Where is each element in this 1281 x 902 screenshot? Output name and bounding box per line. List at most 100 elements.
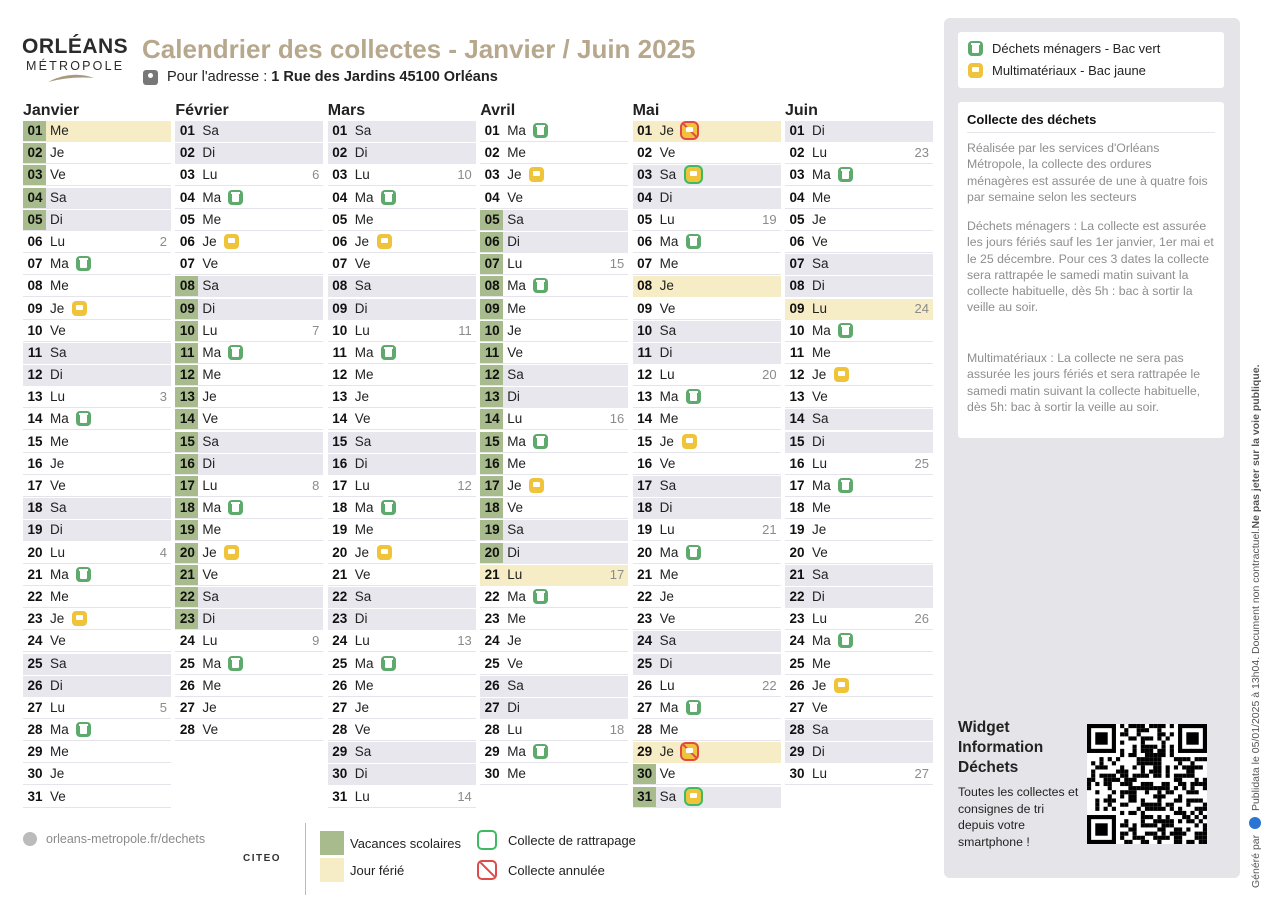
day-number: 12 xyxy=(637,367,653,383)
day-row: 16 Ve xyxy=(632,453,781,475)
day-name: Ma xyxy=(202,655,222,671)
yellow-bin-icon xyxy=(834,367,849,383)
generated-date: le 05/01/2025 à 13h04. xyxy=(1250,656,1262,765)
day-name: Di xyxy=(812,433,825,449)
day-name: Sa xyxy=(812,411,829,427)
day-row: 15 Ma xyxy=(480,431,629,453)
day-name: Di xyxy=(202,145,216,161)
yellow-bin-icon xyxy=(224,233,240,249)
day-row: 14 Ma xyxy=(23,409,171,431)
day-number: 25 xyxy=(484,655,500,671)
day-row: 13 Ma xyxy=(632,387,781,409)
day-row: 14 Ve xyxy=(327,409,476,431)
month-column: Janvier 01 Me 02 Je 03 Ve 04 Sa 05 Di 06 Lu 2 07 Ma 08 Me… xyxy=(23,100,171,809)
day-row: 15 Me xyxy=(23,431,171,453)
day-number: 01 xyxy=(789,123,805,138)
footer-website-link[interactable]: orleans-metropole.fr/dechets xyxy=(23,832,205,846)
day-name: Di xyxy=(812,744,825,760)
day-number: 04 xyxy=(637,189,653,205)
yellow-bin-icon xyxy=(376,544,392,560)
day-row: 06 Je xyxy=(327,231,476,253)
day-row: 18 Ve xyxy=(480,498,629,520)
day-name: Me xyxy=(507,145,526,161)
day-row: 03 Ma xyxy=(785,165,933,187)
day-row: 12 Je xyxy=(785,365,933,387)
day-row: 07 Ve xyxy=(175,254,324,276)
day-row: 23 Je xyxy=(23,609,171,631)
day-row: 29 Sa xyxy=(327,742,476,764)
day-number: 08 xyxy=(637,278,653,294)
day-number: 22 xyxy=(637,588,653,604)
address-value: 1 Rue des Jardins 45100 Orléans xyxy=(271,69,498,85)
day-name: Ma xyxy=(202,500,222,516)
day-number: 12 xyxy=(480,365,504,386)
info-title: Collecte des déchets xyxy=(967,112,1097,127)
green-bin-icon xyxy=(533,588,549,604)
green-bin-icon xyxy=(380,189,396,205)
month-column: Avril 01 Ma 02 Me 03 Je 04 Ve 05 Sa 06 Di 07 Lu 15 08 Ma 0… xyxy=(480,100,629,787)
day-row: 11 Me xyxy=(785,342,933,364)
day-name: Me xyxy=(812,500,831,516)
week-number: 11 xyxy=(458,322,472,338)
day-number: 15 xyxy=(175,431,199,452)
day-name: Me xyxy=(202,367,222,383)
day-row: 03 Sa xyxy=(632,165,781,187)
day-row: 23 Me xyxy=(480,609,629,631)
day-number: 29 xyxy=(332,744,348,760)
day-row: 28 Lu 18 xyxy=(480,720,629,742)
day-name: Je xyxy=(659,278,674,294)
day-row: 10 Lu 7 xyxy=(175,320,324,342)
day-name: Sa xyxy=(507,677,524,693)
day-name: Sa xyxy=(354,433,372,449)
day-number: 09 xyxy=(637,300,653,316)
green-bin-icon xyxy=(533,433,549,449)
day-name: Ve xyxy=(50,788,66,804)
day-number: 24 xyxy=(789,633,805,649)
day-name: Sa xyxy=(50,655,67,671)
green-bin-icon xyxy=(533,123,549,138)
yellow-bin-icon xyxy=(685,167,701,183)
day-number: 12 xyxy=(789,367,805,383)
week-number: 8 xyxy=(312,478,320,493)
day-number: 10 xyxy=(27,322,43,338)
day-name: Ma xyxy=(812,478,831,493)
day-name: Ve xyxy=(659,766,676,782)
day-number: 20 xyxy=(480,542,504,563)
qr-code-icon[interactable] xyxy=(1087,724,1207,844)
day-name: Lu xyxy=(507,722,523,738)
day-name: Di xyxy=(507,389,520,405)
day-name: Lu xyxy=(507,411,523,427)
day-number: 03 xyxy=(332,167,348,183)
day-row: 29 Di xyxy=(785,742,933,764)
day-number: 19 xyxy=(480,520,504,541)
green-bin-icon xyxy=(968,41,983,56)
day-number: 29 xyxy=(637,744,653,760)
day-row: 25 Me xyxy=(785,653,933,675)
day-number: 13 xyxy=(27,389,43,405)
day-name: Lu xyxy=(659,677,675,693)
day-name: Me xyxy=(659,566,679,582)
day-row: 26 Me xyxy=(327,675,476,697)
day-name: Je xyxy=(202,699,217,715)
day-name: Sa xyxy=(50,344,67,360)
day-row: 27 Je xyxy=(175,697,324,719)
day-row: 03 Lu 10 xyxy=(327,165,476,187)
page-title: Calendrier des collectes - Janvier / Jui… xyxy=(142,34,696,64)
day-row: 03 Je xyxy=(480,165,629,187)
day-row: 30 Je xyxy=(23,764,171,786)
day-number: 02 xyxy=(484,145,500,161)
day-row: 04 Ma xyxy=(327,187,476,209)
yellow-bin-icon xyxy=(72,300,87,316)
day-number: 16 xyxy=(175,453,199,474)
day-name: Di xyxy=(659,655,673,671)
day-row: 26 Lu 22 xyxy=(632,675,781,697)
day-row: 04 Di xyxy=(632,187,781,209)
day-row: 24 Sa xyxy=(632,631,781,653)
day-row: 14 Sa xyxy=(785,409,933,431)
day-name: Ve xyxy=(659,300,676,316)
day-number: 21 xyxy=(789,566,805,582)
day-number: 11 xyxy=(175,342,199,363)
day-number: 26 xyxy=(27,677,43,693)
day-name: Di xyxy=(812,588,825,604)
day-name: Me xyxy=(202,677,222,693)
